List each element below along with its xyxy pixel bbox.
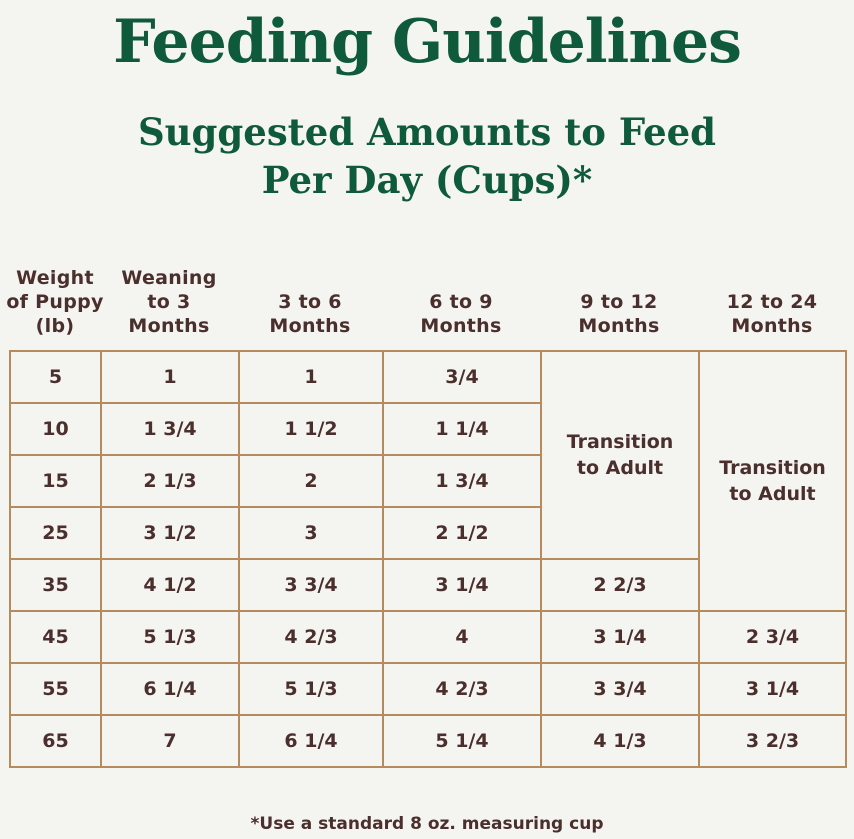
- header-weaning-line: Months: [128, 315, 210, 337]
- footnote: *Use a standard 8 oz. measuring cup: [250, 814, 604, 834]
- header-weight-line: Weight: [16, 267, 94, 289]
- table-row: 65 7 6 1/4 5 1/4 4 1/3 3 2/3: [9, 714, 847, 768]
- feeding-table: 5 1 1 3/4 Transition to Adult Transition…: [9, 350, 847, 768]
- table-cell: 1 1/4: [382, 402, 542, 456]
- table-cell: 3 1/4: [540, 610, 700, 664]
- weight-cell: 35: [9, 558, 102, 612]
- table-cell: 3: [238, 506, 384, 560]
- table-cell: 2 1/2: [382, 506, 542, 560]
- header-12-24: 12 to 24 Months: [698, 290, 846, 338]
- header-weight-line: of Puppy: [6, 291, 104, 313]
- table-cell: 5 1/3: [100, 610, 240, 664]
- table-cell: 1: [238, 350, 384, 404]
- header-6-9-line: 6 to 9: [429, 291, 493, 313]
- column-headers: Weight of Puppy (lb) Weaning to 3 Months…: [0, 266, 854, 346]
- table-row: 25 3 1/2 3 2 1/2: [9, 506, 846, 560]
- table-cell: 3 1/2: [100, 506, 240, 560]
- header-6-9: 6 to 9 Months: [382, 290, 540, 338]
- header-6-9-line: Months: [420, 315, 502, 337]
- subtitle-line-2: Per Day (Cups)*: [261, 158, 593, 202]
- table-cell: 2 3/4: [698, 610, 847, 664]
- table-cell: 1 1/2: [238, 402, 384, 456]
- weight-cell: 5: [9, 350, 102, 404]
- table-cell: 4 2/3: [238, 610, 384, 664]
- header-weight-line: (lb): [35, 315, 75, 337]
- table-cell: 5 1/3: [238, 662, 384, 716]
- weight-cell: 65: [9, 714, 102, 768]
- table-row: 10 1 3/4 1 1/2 1 1/4: [9, 402, 846, 456]
- transition-label: Transition to Adult: [719, 457, 826, 505]
- table-row: 35 4 1/2 3 3/4 3 1/4 2 2/3: [9, 558, 846, 612]
- header-3-6: 3 to 6 Months: [238, 290, 382, 338]
- header-weaning: Weaning to 3 Months: [100, 266, 238, 338]
- page-subtitle: Suggested Amounts to Feed Per Day (Cups)…: [0, 108, 854, 204]
- table-row: 15 2 1/3 2 1 3/4: [9, 454, 846, 508]
- subtitle-line-1: Suggested Amounts to Feed: [137, 110, 717, 154]
- header-12-24-line: 12 to 24: [726, 291, 818, 313]
- header-12-24-line: Months: [731, 315, 813, 337]
- header-weight: Weight of Puppy (lb): [0, 266, 110, 338]
- table-cell: 2: [238, 454, 384, 508]
- table-cell: 3 3/4: [540, 662, 700, 716]
- weight-cell: 25: [9, 506, 102, 560]
- table-cell: 6 1/4: [100, 662, 240, 716]
- table-cell: 4: [382, 610, 542, 664]
- weight-cell: 10: [9, 402, 102, 456]
- weight-cell: 55: [9, 662, 102, 716]
- table-cell: 1: [100, 350, 240, 404]
- table-row: 45 5 1/3 4 2/3 4 3 1/4 2 3/4: [9, 610, 847, 664]
- table-cell: 3 2/3: [698, 714, 847, 768]
- table-cell: 2 1/3: [100, 454, 240, 508]
- table-cell: 6 1/4: [238, 714, 384, 768]
- table-cell: 4 2/3: [382, 662, 542, 716]
- header-9-12-line: 9 to 12: [580, 291, 658, 313]
- table-cell: 3 1/4: [698, 662, 847, 716]
- weight-cell: 45: [9, 610, 102, 664]
- header-9-12: 9 to 12 Months: [540, 290, 698, 338]
- header-3-6-line: Months: [269, 315, 351, 337]
- table-row: 55 6 1/4 5 1/3 4 2/3 3 3/4 3 1/4: [9, 662, 847, 716]
- table-cell: 3/4: [382, 350, 542, 404]
- table-cell: 2 2/3: [540, 558, 700, 612]
- table-cell: 5 1/4: [382, 714, 542, 768]
- table-cell: 3 3/4: [238, 558, 384, 612]
- header-3-6-line: 3 to 6: [278, 291, 342, 313]
- transition-cell-12-24: Transition to Adult: [698, 350, 847, 612]
- page-title: Feeding Guidelines: [113, 7, 742, 77]
- transition-label: Transition to Adult: [566, 431, 674, 479]
- table-cell: 7: [100, 714, 240, 768]
- weight-cell: 15: [9, 454, 102, 508]
- header-weaning-line: Weaning: [121, 267, 217, 289]
- table-cell: 1 3/4: [100, 402, 240, 456]
- table-row: 5 1 1 3/4 Transition to Adult Transition…: [9, 350, 847, 612]
- table-cell: 4 1/3: [540, 714, 700, 768]
- transition-cell-9-12: Transition to Adult: [540, 350, 700, 560]
- header-9-12-line: Months: [578, 315, 660, 337]
- table-cell: 3 1/4: [382, 558, 542, 612]
- table-cell: 4 1/2: [100, 558, 240, 612]
- header-weaning-line: to 3: [147, 291, 191, 313]
- table-cell: 1 3/4: [382, 454, 542, 508]
